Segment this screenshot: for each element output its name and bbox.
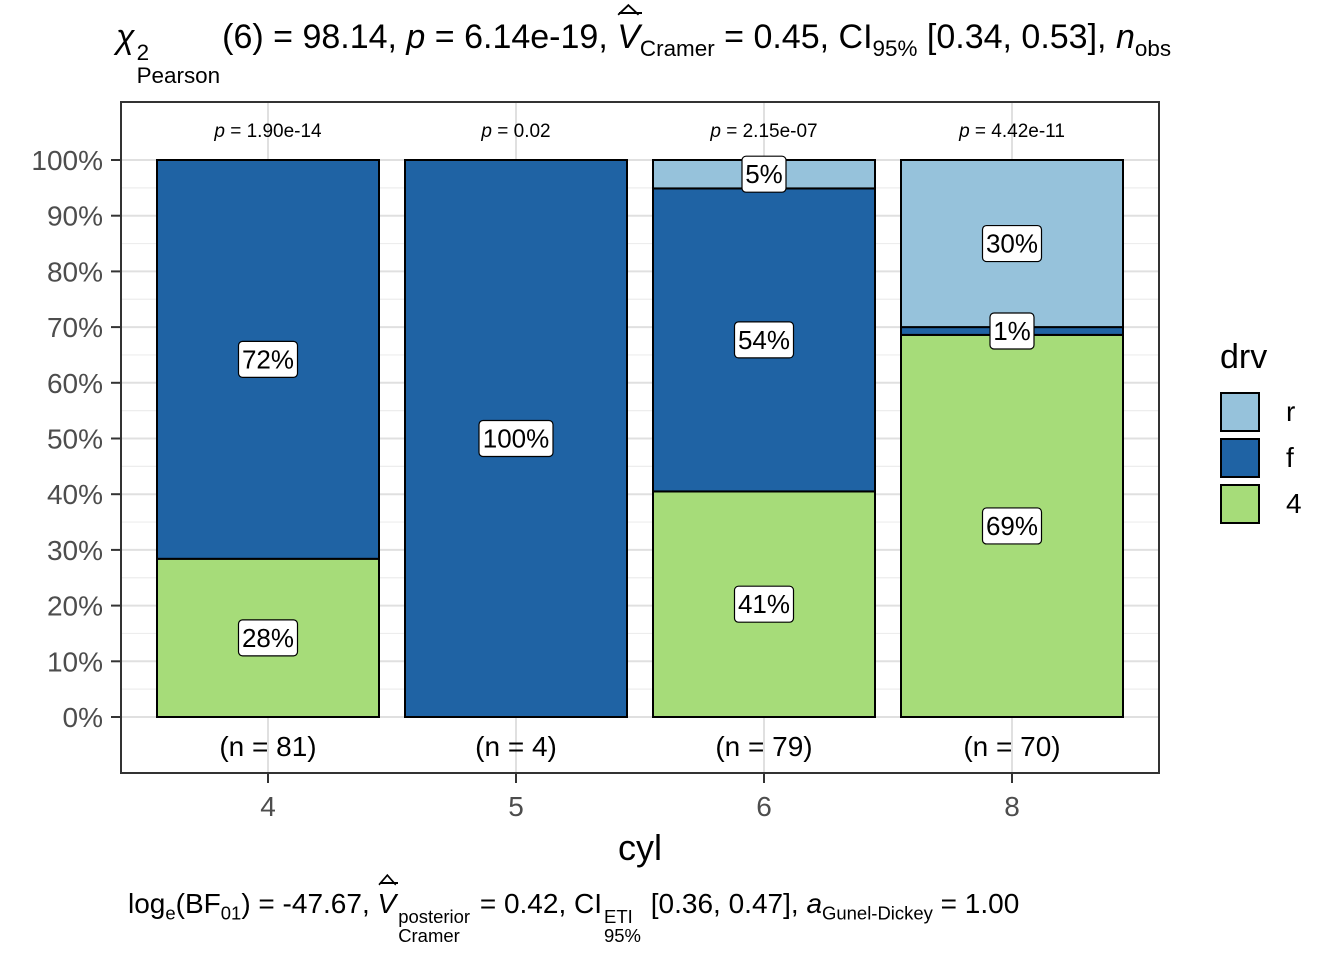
y-tick-label: 60%	[47, 368, 103, 399]
n-label-8: (n = 70)	[963, 731, 1060, 762]
p-value-label-5: p = 0.02	[480, 121, 550, 142]
title-ci-sub: 95%	[872, 35, 918, 61]
legend-item-r: r	[1220, 389, 1302, 435]
y-tick-label: 40%	[47, 479, 103, 510]
sub-v-label: V	[377, 873, 398, 920]
sub-log-sub: e	[165, 902, 176, 924]
chart-title: χ 2 Pearson (6) = 98.14, p = 6.14e-19, VCra…	[116, 3, 1172, 88]
x-axis-title: cyl	[618, 827, 662, 868]
data-label-box	[981, 224, 1043, 263]
sub-v-value: = 0.42, CI	[472, 888, 603, 919]
title-v-label: V	[617, 3, 642, 57]
data-label-box	[733, 585, 795, 623]
x-tick-label: 6	[756, 791, 772, 822]
y-tick-label: 90%	[47, 201, 103, 232]
legend-item-4: 4	[1220, 481, 1302, 527]
sub-ci-value: [0.36, 0.47],	[642, 888, 807, 919]
p-value-label-8: p = 4.42e-11	[958, 121, 1065, 142]
title-v-sub: Cramer	[639, 35, 715, 61]
p-value-label-6: p = 2.15e-07	[709, 121, 817, 142]
hat-icon	[377, 873, 396, 886]
legend-key-4	[1220, 484, 1260, 524]
n-label-6: (n = 79)	[715, 731, 812, 762]
x-tick-label: 8	[1004, 791, 1020, 822]
data-label-6-4: 41%	[738, 589, 790, 619]
title-chi-sup: 2	[136, 40, 150, 66]
data-label-8-4: 69%	[986, 511, 1038, 541]
x-tick-label: 4	[260, 791, 276, 822]
title-n-label: n	[1115, 18, 1135, 56]
sub-v-sub: Cramer	[398, 924, 460, 946]
data-label-8-r: 30%	[986, 229, 1038, 259]
legend-title: drv	[1220, 338, 1268, 376]
legend-key-r	[1220, 392, 1260, 432]
sub-a-sub: Gunel-Dickey	[822, 902, 933, 924]
legend: drv r f 4	[1220, 338, 1302, 527]
data-label-box	[989, 312, 1035, 350]
legend-item-f: f	[1220, 435, 1302, 481]
title-chi-stack: 2 Pearson	[136, 40, 221, 88]
data-label-6-f: 54%	[738, 325, 790, 355]
title-chi: χ	[116, 18, 135, 56]
data-label-6-r: 5%	[745, 159, 783, 189]
y-tick-label: 100%	[31, 145, 103, 176]
title-p-value: = 6.14e-19,	[425, 18, 618, 56]
sub-log: log	[128, 888, 166, 919]
y-tick-label: 70%	[47, 312, 103, 343]
legend-key-f	[1220, 438, 1260, 478]
legend-label-r: r	[1286, 396, 1296, 427]
data-label-box	[741, 155, 787, 193]
data-label-box	[478, 419, 554, 458]
data-label-5-f: 100%	[483, 424, 550, 454]
title-chi-sub: Pearson	[136, 62, 221, 88]
y-tick-label: 50%	[47, 424, 103, 455]
title-n-sub: obs	[1134, 35, 1172, 61]
y-tick-label: 20%	[47, 591, 103, 622]
title-v-value: = 0.45, CI	[714, 18, 873, 56]
hat-icon	[617, 3, 640, 16]
sub-bf-sub: 01	[220, 902, 242, 924]
data-label-4-4: 28%	[242, 623, 294, 653]
title-ci-value: [0.34, 0.53],	[917, 18, 1116, 56]
sub-v-stack: posterior Cramer	[398, 906, 471, 946]
sub-v-letter: V	[377, 888, 397, 919]
y-tick-label: 30%	[47, 535, 103, 566]
y-tick-label: 0%	[63, 702, 103, 733]
sub-ci-sub: 95%	[604, 924, 641, 946]
p-value-label-4: p = 1.90e-14	[213, 121, 322, 142]
data-label-box	[237, 619, 299, 657]
sub-a-label: a	[806, 888, 823, 919]
data-label-box	[733, 321, 795, 359]
y-tick-label: 10%	[47, 646, 103, 677]
sub-bf: (BF	[175, 888, 221, 919]
title-p-label: p	[406, 18, 426, 56]
n-label-5: (n = 4)	[475, 731, 557, 762]
sub-ci-sup: ETI	[604, 906, 633, 928]
title-df: (6) = 98.14,	[222, 18, 407, 56]
data-label-8-f: 1%	[993, 316, 1031, 346]
sub-bf-value: ) = -47.67,	[241, 888, 378, 919]
legend-label-f: f	[1286, 442, 1294, 473]
data-label-4-f: 72%	[242, 344, 294, 374]
sub-v-sup: posterior	[398, 906, 471, 928]
title-v-letter: V	[617, 18, 640, 56]
y-tick-label: 80%	[47, 256, 103, 287]
sub-ci-stack: ETI 95%	[604, 906, 641, 946]
data-label-box	[237, 340, 299, 379]
n-label-4: (n = 81)	[219, 731, 316, 762]
x-tick-label: 5	[508, 791, 524, 822]
data-label-box	[981, 507, 1043, 545]
legend-label-4: 4	[1286, 488, 1302, 519]
sub-a-value: = 1.00	[932, 888, 1020, 919]
